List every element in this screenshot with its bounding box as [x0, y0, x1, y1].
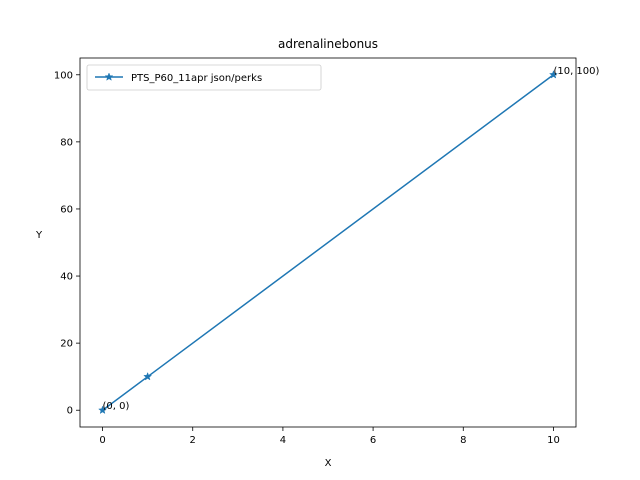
plot-frame: [79, 57, 577, 428]
series-layer: [98, 70, 558, 415]
y-tick-label: 20: [60, 339, 73, 350]
x-tick-label: 2: [190, 435, 196, 446]
x-tick-label: 4: [280, 435, 286, 446]
point-annotation: (10, 100): [553, 66, 599, 77]
y-tick-label: 60: [60, 204, 73, 215]
y-tick-label: 100: [54, 70, 73, 81]
data-point-star: [548, 70, 558, 79]
chart-title: adrenalinebonus: [278, 37, 378, 51]
y-tick-label: 0: [67, 406, 73, 417]
x-tick-label: 6: [370, 435, 376, 446]
data-point-star: [143, 371, 153, 381]
x-tick-label: 0: [99, 435, 105, 446]
legend-marker-star-icon: [104, 72, 114, 81]
x-tick-label: 8: [460, 435, 466, 446]
x-axis-label: X: [325, 458, 332, 469]
y-axis-label: Y: [35, 230, 43, 241]
annotations-layer: (0, 0) (10, 100): [103, 66, 600, 412]
legend-box: [86, 64, 322, 91]
legend: PTS_P60_11apr json/perks: [86, 64, 322, 91]
y-tick-label: 80: [60, 137, 73, 148]
legend-entry-label: PTS_P60_11apr json/perks: [131, 73, 262, 84]
legend-star-marker: [104, 72, 114, 81]
point-annotation: (0, 0): [103, 401, 130, 412]
x-tick-label: 10: [547, 435, 560, 446]
y-tick-label: 40: [60, 272, 73, 283]
data-point-star: [98, 405, 108, 415]
